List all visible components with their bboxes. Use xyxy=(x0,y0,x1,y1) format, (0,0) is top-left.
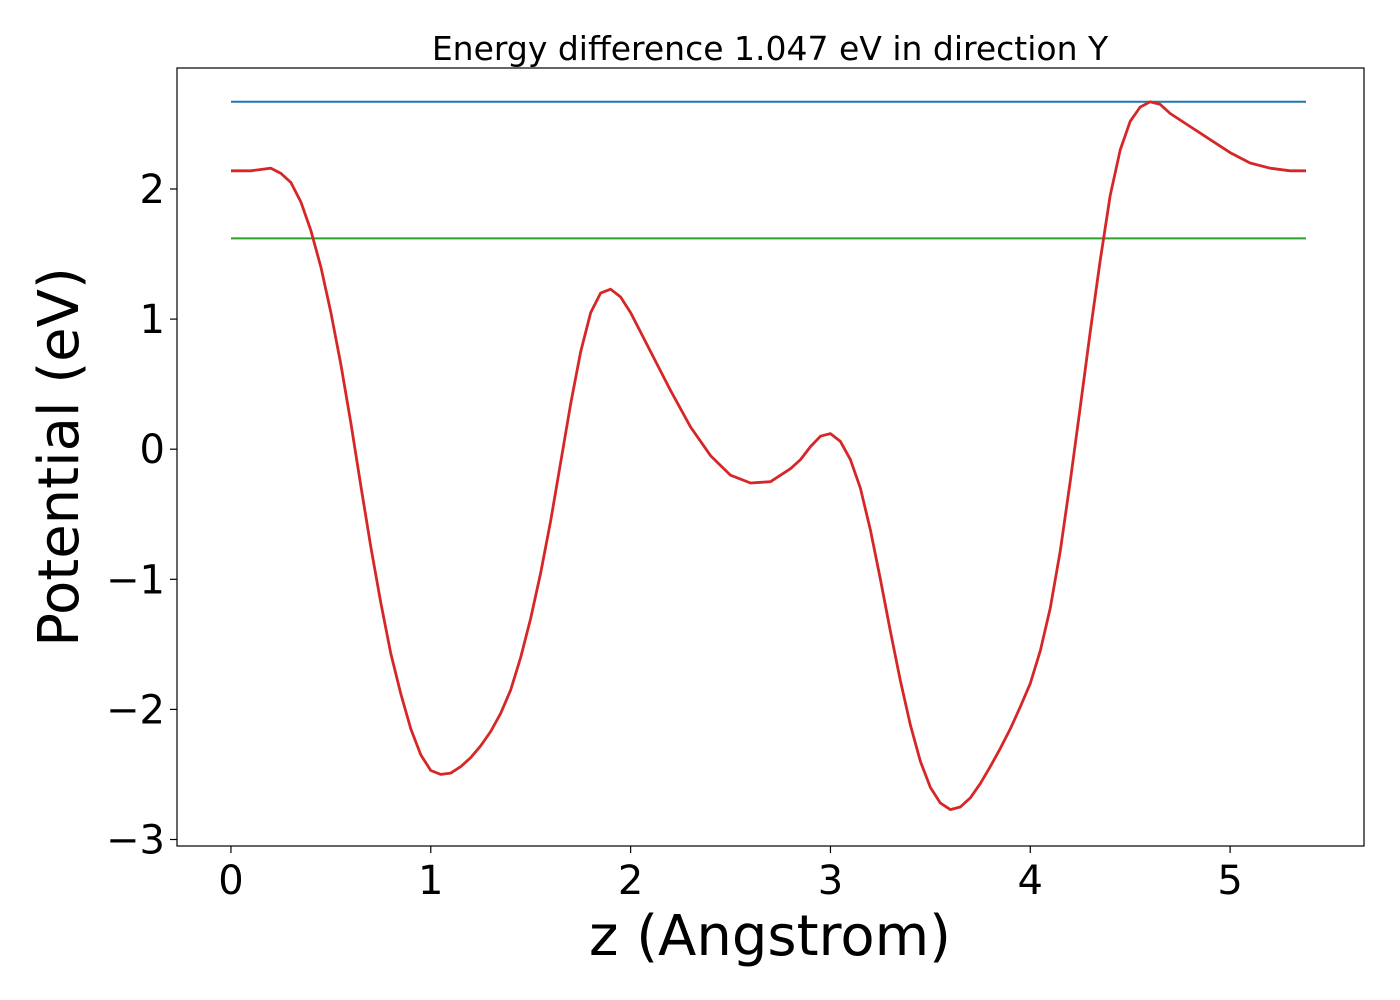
x-tick-label: 2 xyxy=(618,858,643,904)
series-layer xyxy=(231,100,1306,811)
y-tick-label: −3 xyxy=(106,817,165,863)
chart-title: Energy difference 1.047 eV in direction … xyxy=(432,29,1109,68)
x-tick-label: 4 xyxy=(1018,858,1043,904)
y-axis-label: Potential (eV) xyxy=(27,267,92,647)
x-axis: 0 1 2 3 4 5 xyxy=(218,846,1243,904)
series-line-0 xyxy=(231,100,1306,811)
y-axis: 2 1 0 −1 −2 −3 xyxy=(106,167,177,863)
y-tick-label: −2 xyxy=(106,687,165,733)
x-axis-label: z (Angstrom) xyxy=(589,904,951,969)
y-tick-label: −1 xyxy=(106,557,165,603)
x-tick-label: 5 xyxy=(1217,858,1242,904)
y-tick-label: 2 xyxy=(140,167,165,213)
y-tick-label: 1 xyxy=(140,297,165,343)
y-tick-label: 0 xyxy=(140,427,165,473)
x-tick-label: 3 xyxy=(818,858,843,904)
x-tick-label: 0 xyxy=(218,858,243,904)
x-tick-label: 1 xyxy=(418,858,443,904)
plot-frame xyxy=(176,67,1365,847)
